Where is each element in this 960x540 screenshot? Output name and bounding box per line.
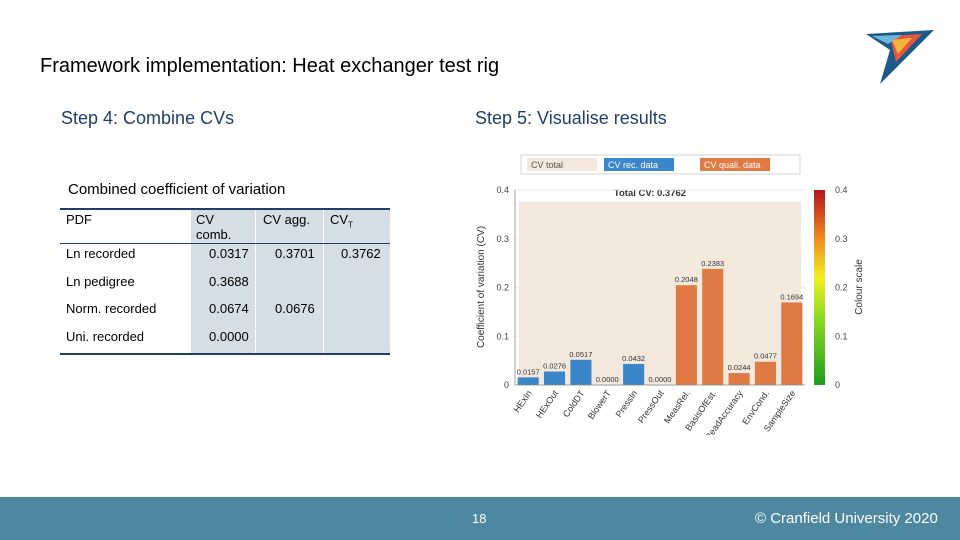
bar-value-label: 0.2048 bbox=[675, 275, 698, 284]
x-tick-label: PressIn bbox=[614, 388, 640, 419]
colour-scale-ticks: 0 0.1 0.2 0.3 0.4 bbox=[835, 185, 848, 390]
header-cv-comb: CV bbox=[196, 212, 215, 227]
row-cv-comb: 0.3688 bbox=[209, 274, 249, 289]
total-cv-bar bbox=[518, 201, 802, 385]
total-cv-band bbox=[518, 201, 802, 385]
legend-swatch bbox=[527, 158, 597, 171]
bar bbox=[570, 359, 592, 385]
row-cv-comb: 0.0317 bbox=[209, 246, 249, 261]
y-tick-label: 0.1 bbox=[496, 331, 509, 341]
legend-swatch bbox=[604, 158, 674, 171]
bar-value-label: 0.2383 bbox=[701, 259, 724, 268]
bar bbox=[623, 363, 645, 385]
table-bottom-rule bbox=[60, 353, 390, 355]
page-number: 18 bbox=[472, 511, 487, 526]
bar-value-label: 0.0517 bbox=[569, 350, 592, 359]
legend-swatch bbox=[700, 158, 770, 171]
bar-value-label: 0.0000 bbox=[649, 375, 672, 384]
legend-label: CV total bbox=[531, 160, 563, 170]
colour-scale-tick: 0.3 bbox=[835, 234, 848, 244]
x-tick-label: HExIn bbox=[512, 388, 534, 414]
bar-value-label: 0.0244 bbox=[728, 363, 751, 372]
bar-value-label: 0.0477 bbox=[754, 352, 777, 361]
row-pdf: Uni. recorded bbox=[66, 329, 145, 344]
colour-scale-tick: 0.2 bbox=[835, 283, 848, 293]
cranfield-logo bbox=[866, 30, 934, 84]
colour-scale-tick: 0.4 bbox=[835, 185, 848, 195]
bar-value-label: 0.0157 bbox=[517, 367, 540, 376]
header-cv-total-text: CV bbox=[330, 212, 349, 227]
bar bbox=[754, 361, 776, 385]
row-cv-total: 0.3762 bbox=[341, 246, 381, 261]
bar bbox=[675, 285, 697, 385]
row-cv-agg: 0.0676 bbox=[275, 301, 315, 316]
slide-title: Framework implementation: Heat exchanger… bbox=[40, 55, 500, 77]
header-cv-comb-line2: comb. bbox=[196, 227, 232, 242]
colour-scale-tick: 0 bbox=[835, 380, 840, 390]
row-pdf: Norm. recorded bbox=[66, 301, 157, 316]
table-divider bbox=[255, 210, 256, 353]
table-divider bbox=[323, 210, 324, 353]
header-cv-total: CVT bbox=[330, 212, 353, 233]
x-tick-label: ColdDT bbox=[561, 388, 587, 419]
header-pdf: PDF bbox=[66, 212, 92, 227]
bar-value-label: 0.0276 bbox=[543, 362, 566, 371]
y-tick-label: 0.4 bbox=[496, 185, 509, 195]
row-cv-comb: 0.0674 bbox=[209, 301, 249, 316]
row-pdf: Ln pedigree bbox=[66, 274, 135, 289]
bar bbox=[702, 268, 724, 385]
footer-bar bbox=[0, 497, 960, 540]
logo-shape-light bbox=[872, 35, 902, 44]
x-tick-label: HExOut bbox=[534, 388, 561, 420]
y-tick-label: 0.2 bbox=[496, 283, 509, 293]
bar bbox=[517, 377, 539, 385]
legend-label: CV rec. data bbox=[608, 160, 658, 170]
row-pdf: Ln recorded bbox=[66, 246, 136, 261]
header-cv-agg: CV agg. bbox=[263, 212, 310, 227]
legend: CV total CV rec. data CV quali. data bbox=[527, 158, 770, 171]
row-cv-agg: 0.3701 bbox=[275, 246, 315, 261]
step5-heading: Step 5: Visualise results bbox=[475, 108, 667, 128]
row-cv-comb: 0.0000 bbox=[209, 329, 249, 344]
table-shade-agg bbox=[255, 210, 323, 353]
cv-table: PDF CV comb. CV agg. CVT Ln recorded 0.0… bbox=[60, 208, 390, 355]
y-tick-label: 0 bbox=[504, 380, 509, 390]
cv-bar-chart: CV total CV rec. data CV quali. data Total… bbox=[476, 154, 865, 435]
header-cv-total-sub: T bbox=[348, 220, 353, 230]
y-tick-label: 0.3 bbox=[496, 234, 509, 244]
bar-value-label: 0.0000 bbox=[596, 375, 619, 384]
legend-label: CV quali. data bbox=[704, 160, 761, 170]
table-shade-total bbox=[323, 210, 390, 353]
bar-value-label: 0.1694 bbox=[780, 292, 803, 301]
step4-heading: Step 4: Combine CVs bbox=[61, 108, 235, 128]
logo-shape-yellow bbox=[892, 38, 912, 54]
bar bbox=[544, 371, 566, 385]
x-tick-label: BlowerT bbox=[586, 388, 613, 421]
table-shade-comb bbox=[191, 210, 255, 353]
chart-title: Total CV: 0.3762 bbox=[614, 188, 686, 199]
colour-scale-tick: 0.1 bbox=[835, 331, 848, 341]
bar bbox=[728, 373, 750, 385]
y-axis-label: Coefficient of variation (CV) bbox=[476, 226, 487, 348]
copyright-text: © Cranfield University 2020 bbox=[755, 510, 938, 527]
bar bbox=[781, 302, 803, 385]
colour-scale-label: Colour scale bbox=[854, 259, 865, 315]
bar-value-label: 0.0432 bbox=[622, 354, 645, 363]
table-top-rule bbox=[60, 208, 390, 210]
table-caption: Combined coefficient of variation bbox=[68, 181, 286, 198]
colour-scale-bar bbox=[814, 190, 825, 385]
table-header-rule bbox=[60, 243, 390, 244]
